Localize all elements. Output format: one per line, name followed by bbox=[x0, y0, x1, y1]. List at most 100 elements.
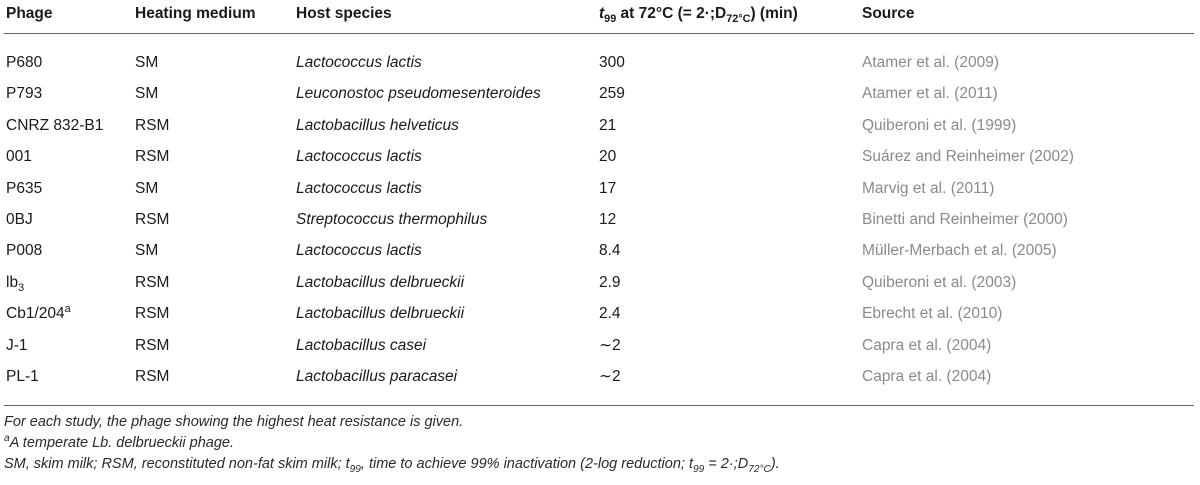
cell-source-text: Capra et al. (2004) bbox=[862, 368, 992, 385]
note-line-2-text: A temperate Lb. delbrueckii phage. bbox=[9, 435, 234, 451]
cell-heating-medium: SM bbox=[135, 50, 158, 76]
cell-t99: 20 bbox=[599, 144, 616, 170]
cell-source-text: Quiberoni et al. (1999) bbox=[862, 116, 1017, 134]
cell-host-species-text: Lactobacillus paracasei bbox=[296, 368, 458, 385]
cell-host-species: Streptococcus thermophilus bbox=[296, 207, 487, 233]
cell-t99-text: 300 bbox=[599, 54, 625, 71]
cell-heating-medium: RSM bbox=[135, 364, 169, 390]
cell-host-species-text: Lactobacillus delbrueckii bbox=[296, 305, 465, 323]
cell-source: Capra et al. (2004) bbox=[862, 333, 991, 359]
cell-source-text: Suárez and Reinheimer (2002) bbox=[862, 148, 1074, 166]
cell-t99: ∼2 bbox=[599, 333, 621, 359]
cell-phage-text: 001 bbox=[6, 148, 32, 166]
cell-t99-text: 2.4 bbox=[599, 305, 621, 323]
cell-t99: 17 bbox=[599, 176, 616, 202]
cell-phage: J-1 bbox=[6, 333, 28, 359]
cell-t99: 21 bbox=[599, 113, 616, 139]
cell-heating-medium-text: RSM bbox=[135, 305, 170, 323]
cell-host-species-text: Leuconostoc pseudomesenteroides bbox=[296, 85, 541, 103]
cell-host-species: Lactobacillus delbrueckii bbox=[296, 301, 464, 327]
cell-t99-text: ∼2 bbox=[599, 368, 621, 385]
header-t99-sub: 99 bbox=[604, 13, 617, 26]
cell-host-species: Lactobacillus paracasei bbox=[296, 364, 457, 390]
header-t99-end: ) (min) bbox=[750, 5, 798, 22]
cell-t99: 2.9 bbox=[599, 270, 621, 296]
cell-phage-text: P793 bbox=[6, 85, 43, 103]
cell-phage-subscript: 3 bbox=[18, 281, 25, 294]
cell-phage: P008 bbox=[6, 238, 42, 264]
table-row: P793 SM Leuconostoc pseudomesenteroides 259… bbox=[4, 81, 1196, 107]
cell-phage: 001 bbox=[6, 144, 32, 170]
cell-host-species: Lactobacillus helveticus bbox=[296, 113, 459, 139]
cell-host-species: Leuconostoc pseudomesenteroides bbox=[296, 81, 541, 107]
cell-phage: P635 bbox=[6, 176, 42, 202]
cell-phage: P680 bbox=[6, 50, 42, 76]
cell-heating-medium-text: RSM bbox=[135, 336, 170, 354]
header-phage: Phage bbox=[6, 5, 53, 22]
cell-phage: PL-1 bbox=[6, 364, 39, 390]
cell-phage-text: J-1 bbox=[6, 336, 28, 354]
cell-host-species: Lactococcus lactis bbox=[296, 238, 422, 264]
cell-host-species: Lactococcus lactis bbox=[296, 144, 422, 170]
cell-heating-medium-text: SM bbox=[135, 179, 159, 197]
table-row: J-1 RSM Lactobacillus casei ∼2 Capra et al. … bbox=[4, 333, 1196, 359]
table-notes: For each study, the phage showing the hi… bbox=[4, 412, 1194, 475]
cell-source-text: Quiberoni et al. (2003) bbox=[862, 273, 1017, 291]
cell-t99-text: ∼2 bbox=[599, 336, 621, 354]
header-source: Source bbox=[862, 5, 915, 22]
cell-source: Capra et al. (2004) bbox=[862, 364, 991, 390]
cell-source-text: Capra et al. (2004) bbox=[862, 336, 992, 354]
bottom-rule bbox=[4, 405, 1194, 406]
cell-host-species: Lactococcus lactis bbox=[296, 50, 422, 76]
header-t99-rest: at 72°C (= 2·;D bbox=[616, 5, 727, 22]
header-rule bbox=[4, 33, 1194, 34]
cell-source: Marvig et al. (2011) bbox=[862, 176, 994, 202]
cell-phage-text: Cb1/204 bbox=[6, 305, 65, 323]
cell-t99-text: 21 bbox=[599, 116, 617, 134]
cell-host-species-text: Lactococcus lactis bbox=[296, 242, 422, 260]
cell-phage: P793 bbox=[6, 81, 42, 107]
cell-t99-text: 2.9 bbox=[599, 273, 621, 291]
table-row: CNRZ 832-B1 RSM Lactobacillus helveticus 21… bbox=[4, 113, 1196, 139]
header-heating-medium: Heating medium bbox=[135, 5, 256, 22]
table-row: Cb1/204a RSM Lactobacillus delbrueckii 2.4 E… bbox=[4, 301, 1196, 327]
cell-heating-medium-text: SM bbox=[135, 54, 159, 71]
cell-phage-text: 0BJ bbox=[6, 211, 33, 228]
cell-heating-medium-text: SM bbox=[135, 242, 159, 260]
note-line-3-sub1: 99 bbox=[349, 463, 361, 475]
cell-host-species: Lactobacillus casei bbox=[296, 333, 426, 359]
cell-source: Atamer et al. (2011) bbox=[862, 81, 998, 107]
cell-t99: ∼2 bbox=[599, 364, 621, 390]
note-line-3-sub3: 72°C bbox=[748, 463, 771, 475]
cell-heating-medium: SM bbox=[135, 176, 158, 202]
cell-source-text: Atamer et al. (2009) bbox=[862, 54, 999, 71]
note-line-3: SM, skim milk; RSM, reconstituted non-fa… bbox=[4, 454, 1194, 475]
cell-heating-medium-text: RSM bbox=[135, 116, 170, 134]
cell-t99: 2.4 bbox=[599, 301, 621, 327]
cell-t99-text: 12 bbox=[599, 211, 617, 228]
table-row: 001 RSM Lactococcus lactis 20 Suárez and Rei… bbox=[4, 144, 1196, 170]
cell-source-text: Marvig et al. (2011) bbox=[862, 179, 995, 197]
cell-host-species-text: Lactobacillus helveticus bbox=[296, 116, 459, 134]
cell-source: Suárez and Reinheimer (2002) bbox=[862, 144, 1074, 170]
cell-phage: 0BJ bbox=[6, 207, 33, 233]
cell-host-species-text: Lactococcus lactis bbox=[296, 179, 422, 197]
note-line-3-sub2: 99 bbox=[693, 463, 705, 475]
cell-t99-text: 20 bbox=[599, 148, 617, 166]
table-row: P635 SM Lactococcus lactis 17 Marvig et al. … bbox=[4, 176, 1196, 202]
cell-heating-medium: SM bbox=[135, 81, 158, 107]
cell-phage: CNRZ 832-B1 bbox=[6, 113, 103, 139]
header-t99-t: t bbox=[599, 5, 605, 22]
cell-heating-medium-text: RSM bbox=[135, 273, 170, 291]
cell-host-species-text: Streptococcus thermophilus bbox=[296, 211, 488, 228]
note-line-1: For each study, the phage showing the hi… bbox=[4, 414, 464, 430]
cell-source: Atamer et al. (2009) bbox=[862, 50, 999, 76]
cell-host-species-text: Lactococcus lactis bbox=[296, 148, 422, 166]
note-line-2: aA temperate Lb. delbrueckii phage. bbox=[4, 433, 1194, 454]
note-line-2-sup: a bbox=[4, 433, 10, 445]
cell-heating-medium: RSM bbox=[135, 270, 169, 296]
cell-phage-superscript: a bbox=[64, 303, 71, 316]
cell-phage: lb3 bbox=[6, 270, 24, 296]
cell-source-text: Ebrecht et al. (2010) bbox=[862, 305, 1003, 323]
cell-host-species-text: Lactobacillus delbrueckii bbox=[296, 273, 465, 291]
